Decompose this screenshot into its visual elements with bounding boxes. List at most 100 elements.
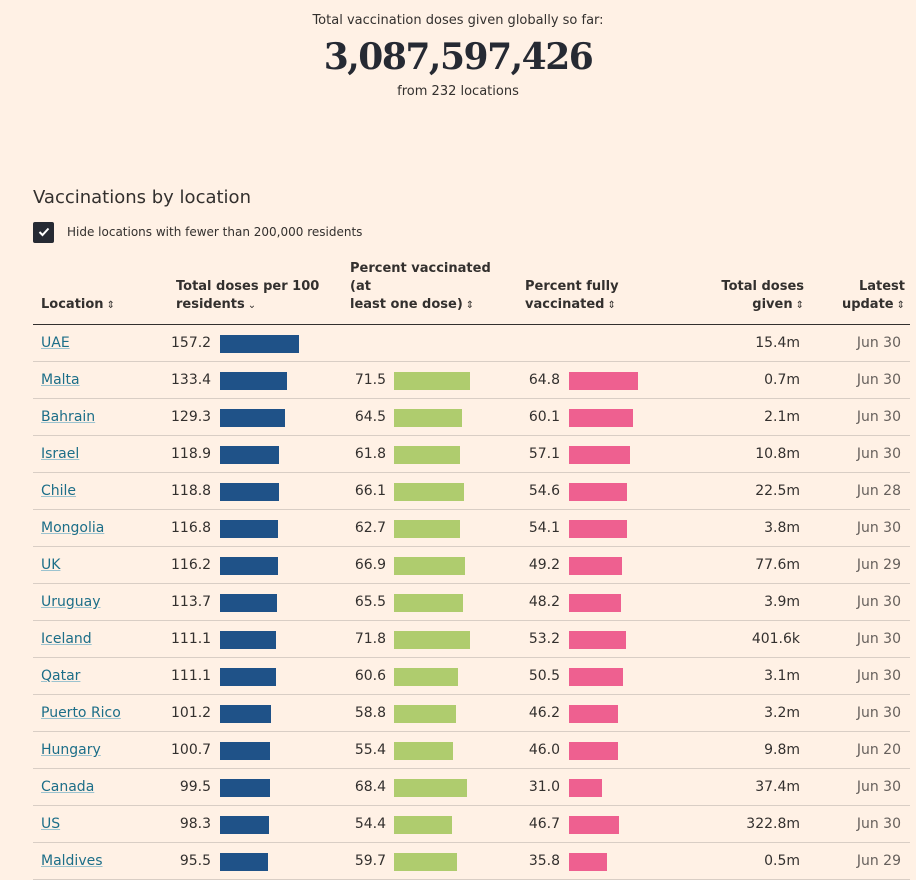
percent-vaccinated-value: 66.1 xyxy=(354,483,386,499)
percent-vaccinated-value: 65.5 xyxy=(354,594,386,610)
doses-per-100-bar xyxy=(220,816,269,834)
column-header-update-line2: update xyxy=(841,297,894,312)
doses-per-100-bar xyxy=(220,742,270,760)
latest-update-value: Jun 30 xyxy=(856,520,901,536)
percent-fully-vaccinated-bar xyxy=(569,520,627,538)
table-row: Israel 118.9 61.8 57.1 10.8m Jun 30 xyxy=(33,436,910,473)
checkmark-icon xyxy=(38,227,49,237)
column-header-location[interactable]: Location ⇕ xyxy=(41,296,115,315)
total-doses-value: 2.1m xyxy=(764,409,800,425)
location-link[interactable]: UAE xyxy=(41,335,70,351)
doses-per-100-bar xyxy=(220,335,299,353)
doses-per-100-value: 118.8 xyxy=(171,483,212,499)
doses-per-100-bar xyxy=(220,520,278,538)
table-header: Location ⇕ Total doses per 100 residents ⌄… xyxy=(33,261,910,325)
percent-fully-vaccinated-bar xyxy=(569,853,607,871)
column-header-total-doses[interactable]: Total doses given ⇕ xyxy=(721,278,804,315)
percent-fully-vaccinated-value: 53.2 xyxy=(528,631,560,647)
percent-fully-vaccinated-bar xyxy=(569,483,627,501)
total-doses-value: 3.1m xyxy=(764,668,800,684)
column-header-total-line1: Total doses xyxy=(721,279,804,294)
latest-update-value: Jun 30 xyxy=(856,779,901,795)
total-doses-value: 37.4m xyxy=(755,779,800,795)
hide-small-locations-toggle[interactable]: Hide locations with fewer than 200,000 r… xyxy=(33,221,362,243)
table-row: Canada 99.5 68.4 31.0 37.4m Jun 30 xyxy=(33,769,910,806)
sort-icon: ⇕ xyxy=(896,300,905,311)
sort-icon: ⇕ xyxy=(795,300,804,311)
latest-update-value: Jun 30 xyxy=(856,446,901,462)
hide-small-locations-checkbox[interactable] xyxy=(33,221,54,243)
doses-per-100-value: 99.5 xyxy=(179,779,211,795)
location-link[interactable]: Qatar xyxy=(41,668,81,684)
doses-per-100-value: 118.9 xyxy=(171,446,212,462)
percent-fully-vaccinated-value: 46.0 xyxy=(528,742,560,758)
doses-per-100-bar xyxy=(220,853,268,871)
location-link[interactable]: UK xyxy=(41,557,61,573)
location-link[interactable]: Chile xyxy=(41,483,77,499)
location-link[interactable]: Canada xyxy=(41,779,95,795)
hide-small-locations-label: Hide locations with fewer than 200,000 r… xyxy=(67,225,363,239)
total-doses-value: 15.4m xyxy=(755,335,800,351)
percent-fully-vaccinated-bar xyxy=(569,594,621,612)
column-header-latest-update[interactable]: Latest update ⇕ xyxy=(842,278,905,315)
doses-per-100-bar xyxy=(220,557,278,575)
table-row: UAE 157.2 15.4m Jun 30 xyxy=(33,325,910,362)
location-link[interactable]: Mongolia xyxy=(41,520,105,536)
percent-vaccinated-bar xyxy=(394,409,462,427)
location-link[interactable]: Malta xyxy=(41,372,80,388)
location-link[interactable]: Uruguay xyxy=(41,594,101,610)
location-link[interactable]: Maldives xyxy=(41,853,103,869)
sort-icon: ⇕ xyxy=(607,300,616,311)
percent-fully-vaccinated-value: 46.7 xyxy=(528,816,560,832)
percent-vaccinated-bar xyxy=(394,483,464,501)
percent-fully-vaccinated-value: 57.1 xyxy=(528,446,560,462)
location-link[interactable]: Israel xyxy=(41,446,80,462)
doses-per-100-value: 157.2 xyxy=(171,335,212,351)
table-row: Uruguay 113.7 65.5 48.2 3.9m Jun 30 xyxy=(33,584,910,621)
doses-per-100-value: 101.2 xyxy=(171,705,212,721)
percent-fully-vaccinated-bar xyxy=(569,668,623,686)
latest-update-value: Jun 30 xyxy=(856,705,901,721)
doses-per-100-bar xyxy=(220,372,287,390)
column-header-percent-vaccinated[interactable]: Percent vaccinated (at least one dose) ⇕ xyxy=(350,260,510,315)
total-doses-value: 322.8m xyxy=(746,816,800,832)
table-row: Bahrain 129.3 64.5 60.1 2.1m Jun 30 xyxy=(33,399,910,436)
doses-per-100-bar xyxy=(220,631,276,649)
total-doses-value: 9.8m xyxy=(764,742,800,758)
percent-fully-vaccinated-bar xyxy=(569,557,622,575)
latest-update-value: Jun 29 xyxy=(856,853,901,869)
column-header-pct1-line1: Percent vaccinated (at xyxy=(350,261,491,294)
location-link[interactable]: Bahrain xyxy=(41,409,96,425)
doses-per-100-bar xyxy=(220,483,279,501)
locations-count: from 232 locations xyxy=(397,84,519,99)
percent-fully-vaccinated-bar xyxy=(569,742,618,760)
table-row: Chile 118.8 66.1 54.6 22.5m Jun 28 xyxy=(33,473,910,510)
percent-vaccinated-value: 54.4 xyxy=(354,816,386,832)
total-doses-value: 3.2m xyxy=(764,705,800,721)
percent-vaccinated-value: 58.8 xyxy=(354,705,386,721)
location-link[interactable]: Iceland xyxy=(41,631,92,647)
doses-per-100-value: 111.1 xyxy=(171,631,212,647)
table-row: Malta 133.4 71.5 64.8 0.7m Jun 30 xyxy=(33,362,910,399)
latest-update-value: Jun 30 xyxy=(856,668,901,684)
location-link[interactable]: Puerto Rico xyxy=(41,705,121,721)
percent-vaccinated-value: 71.8 xyxy=(354,631,386,647)
percent-fully-vaccinated-value: 54.1 xyxy=(528,520,560,536)
doses-per-100-value: 98.3 xyxy=(179,816,211,832)
global-summary-label: Total vaccination doses given globally s… xyxy=(312,13,604,28)
percent-vaccinated-bar xyxy=(394,742,453,760)
percent-fully-vaccinated-value: 64.8 xyxy=(528,372,560,388)
percent-fully-vaccinated-bar xyxy=(569,779,602,797)
location-link[interactable]: Hungary xyxy=(41,742,101,758)
location-link[interactable]: US xyxy=(41,816,61,832)
vaccinations-table: Location ⇕ Total doses per 100 residents ⌄… xyxy=(33,261,910,880)
percent-fully-vaccinated-value: 46.2 xyxy=(528,705,560,721)
percent-vaccinated-value: 71.5 xyxy=(354,372,386,388)
doses-per-100-value: 133.4 xyxy=(171,372,212,388)
column-header-percent-fully-vaccinated[interactable]: Percent fully vaccinated ⇕ xyxy=(525,278,645,315)
column-header-doses-per-100[interactable]: Total doses per 100 residents ⌄ xyxy=(176,278,326,315)
doses-per-100-value: 95.5 xyxy=(179,853,211,869)
global-doses-total: 3,087,597,426 xyxy=(323,36,594,78)
total-doses-value: 77.6m xyxy=(755,557,800,573)
total-doses-value: 3.9m xyxy=(764,594,800,610)
